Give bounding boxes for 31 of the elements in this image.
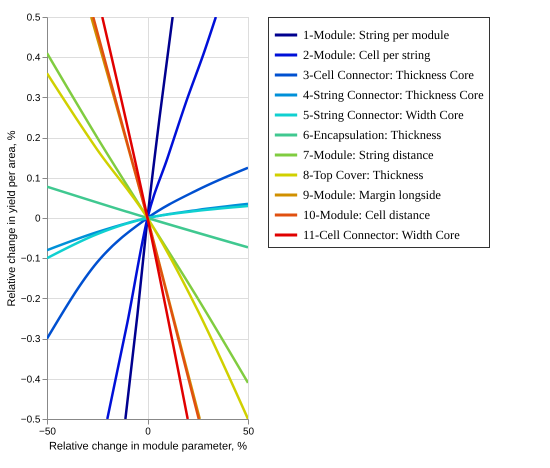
- y-tick-label: 0: [34, 214, 41, 224]
- legend-label: 10-Module: Cell distance: [303, 208, 431, 222]
- x-tick-label: −50: [39, 426, 56, 438]
- line-series: [47, 166, 248, 340]
- y-tick-label: 0.5: [26, 12, 41, 24]
- legend-label: 2-Module: Cell per string: [303, 48, 432, 62]
- legend-label: 4-String Connector: Thickness Core: [303, 88, 484, 102]
- x-axis-title: Relative change in module parameter, %: [48, 440, 248, 452]
- legend-label: 6-Encapsulation: Thickness: [303, 128, 442, 142]
- legend-label: 8-Top Cover: Thickness: [303, 168, 424, 182]
- line-series: [47, 204, 248, 260]
- y-tick-label: 0.3: [26, 92, 41, 104]
- legend-label: 11-Cell Connector: Width Core: [303, 228, 460, 242]
- y-tick-label: −0.1: [20, 254, 41, 265]
- legend-label: 3-Cell Connector: Thickness Core: [303, 68, 474, 82]
- y-axis-title: Relative change in yield per area, %: [6, 130, 18, 307]
- y-tick-label: 0.2: [26, 133, 41, 144]
- legend-label: 1-Module: String per module: [303, 28, 450, 42]
- y-tick-label: −0.2: [20, 294, 41, 305]
- x-tick-label: 0: [145, 426, 152, 438]
- y-tick-label: −0.3: [20, 334, 41, 346]
- x-tick-label: 50: [242, 426, 254, 438]
- y-tick-label: −0.5: [20, 414, 41, 426]
- y-tick-label: 0.4: [26, 52, 41, 64]
- line-series: [106, 17, 218, 419]
- y-tick-label: 0.1: [26, 173, 41, 184]
- line-series: [124, 17, 174, 419]
- y-tick-label: −0.4: [20, 374, 41, 386]
- legend-label: 9-Module: Margin longside: [303, 188, 442, 202]
- legend-label: 5-String Connector: Width Core: [303, 108, 464, 122]
- legend-label: 7-Module: String distance: [303, 148, 434, 162]
